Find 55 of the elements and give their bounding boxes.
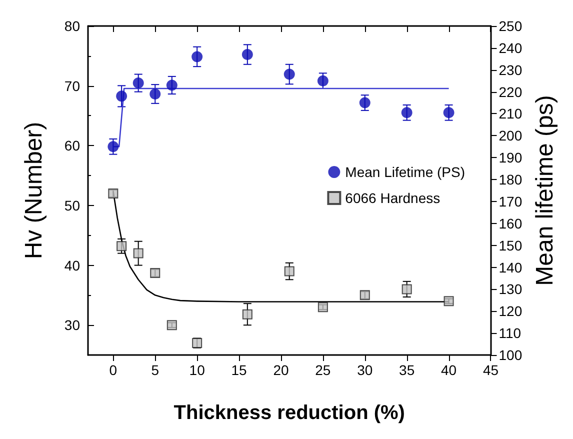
legend-label: Mean Lifetime (PS) xyxy=(345,164,466,180)
y2-tick-label: 170 xyxy=(498,193,522,210)
point xyxy=(166,320,177,330)
point xyxy=(116,90,128,102)
y2-tick-label: 210 xyxy=(498,106,522,122)
x-tick-label: 45 xyxy=(482,362,499,378)
y2-tick-label: 160 xyxy=(498,215,522,232)
point xyxy=(317,75,328,86)
point xyxy=(192,51,203,62)
x-tick-label: 0 xyxy=(109,362,118,378)
point xyxy=(116,241,127,252)
y2-tick-label: 250 xyxy=(498,18,522,34)
x-tick-label: 5 xyxy=(151,362,160,378)
point xyxy=(401,107,412,118)
y-tick-label: 30 xyxy=(64,317,80,334)
point xyxy=(150,88,161,100)
x-tick-label: 20 xyxy=(273,362,289,378)
y-tick-label: 40 xyxy=(64,257,80,274)
y2-tick-label: 180 xyxy=(498,172,522,188)
point xyxy=(284,68,295,80)
y-axis-title: Hv (Number) xyxy=(20,122,48,260)
y-tick-label: 80 xyxy=(64,18,80,34)
x-tick-label: 30 xyxy=(357,362,373,378)
y-tick-label: 70 xyxy=(64,78,80,94)
x-tick-label: 40 xyxy=(441,362,457,378)
y2-tick-label: 220 xyxy=(498,84,522,100)
y2-tick-label: 190 xyxy=(498,150,522,166)
point xyxy=(242,309,252,320)
point xyxy=(132,78,144,89)
y2-tick-label: 200 xyxy=(498,128,522,144)
point xyxy=(108,141,119,152)
x-tick-label: 25 xyxy=(315,362,331,378)
point xyxy=(133,248,144,258)
y2-tick-label: 150 xyxy=(498,237,522,254)
point xyxy=(166,80,178,91)
legend-label: 6066 Hardness xyxy=(345,190,440,206)
y2-tick-label: 240 xyxy=(498,40,522,56)
y-tick-label: 50 xyxy=(64,197,80,214)
x-axis-title: Thickness reduction (%) xyxy=(174,402,405,424)
x-tick-label: 35 xyxy=(399,362,415,378)
y2-tick-label: 140 xyxy=(498,259,522,276)
y2-tick-label: 110 xyxy=(498,325,522,342)
point xyxy=(402,284,412,294)
point xyxy=(284,266,294,276)
y2-tick-label: 130 xyxy=(498,281,522,298)
point xyxy=(359,97,370,108)
y2-axis-title: Mean lifetime (ps) xyxy=(532,95,558,286)
y2-tick-label: 230 xyxy=(498,62,522,78)
point xyxy=(242,49,253,60)
y2-tick-label: 100 xyxy=(498,347,522,363)
x-tick-label: 10 xyxy=(189,362,206,378)
y2-tick-label: 120 xyxy=(498,303,522,320)
x-tick-label: 15 xyxy=(231,362,248,378)
y-tick-label: 60 xyxy=(64,138,80,154)
point xyxy=(443,107,454,118)
